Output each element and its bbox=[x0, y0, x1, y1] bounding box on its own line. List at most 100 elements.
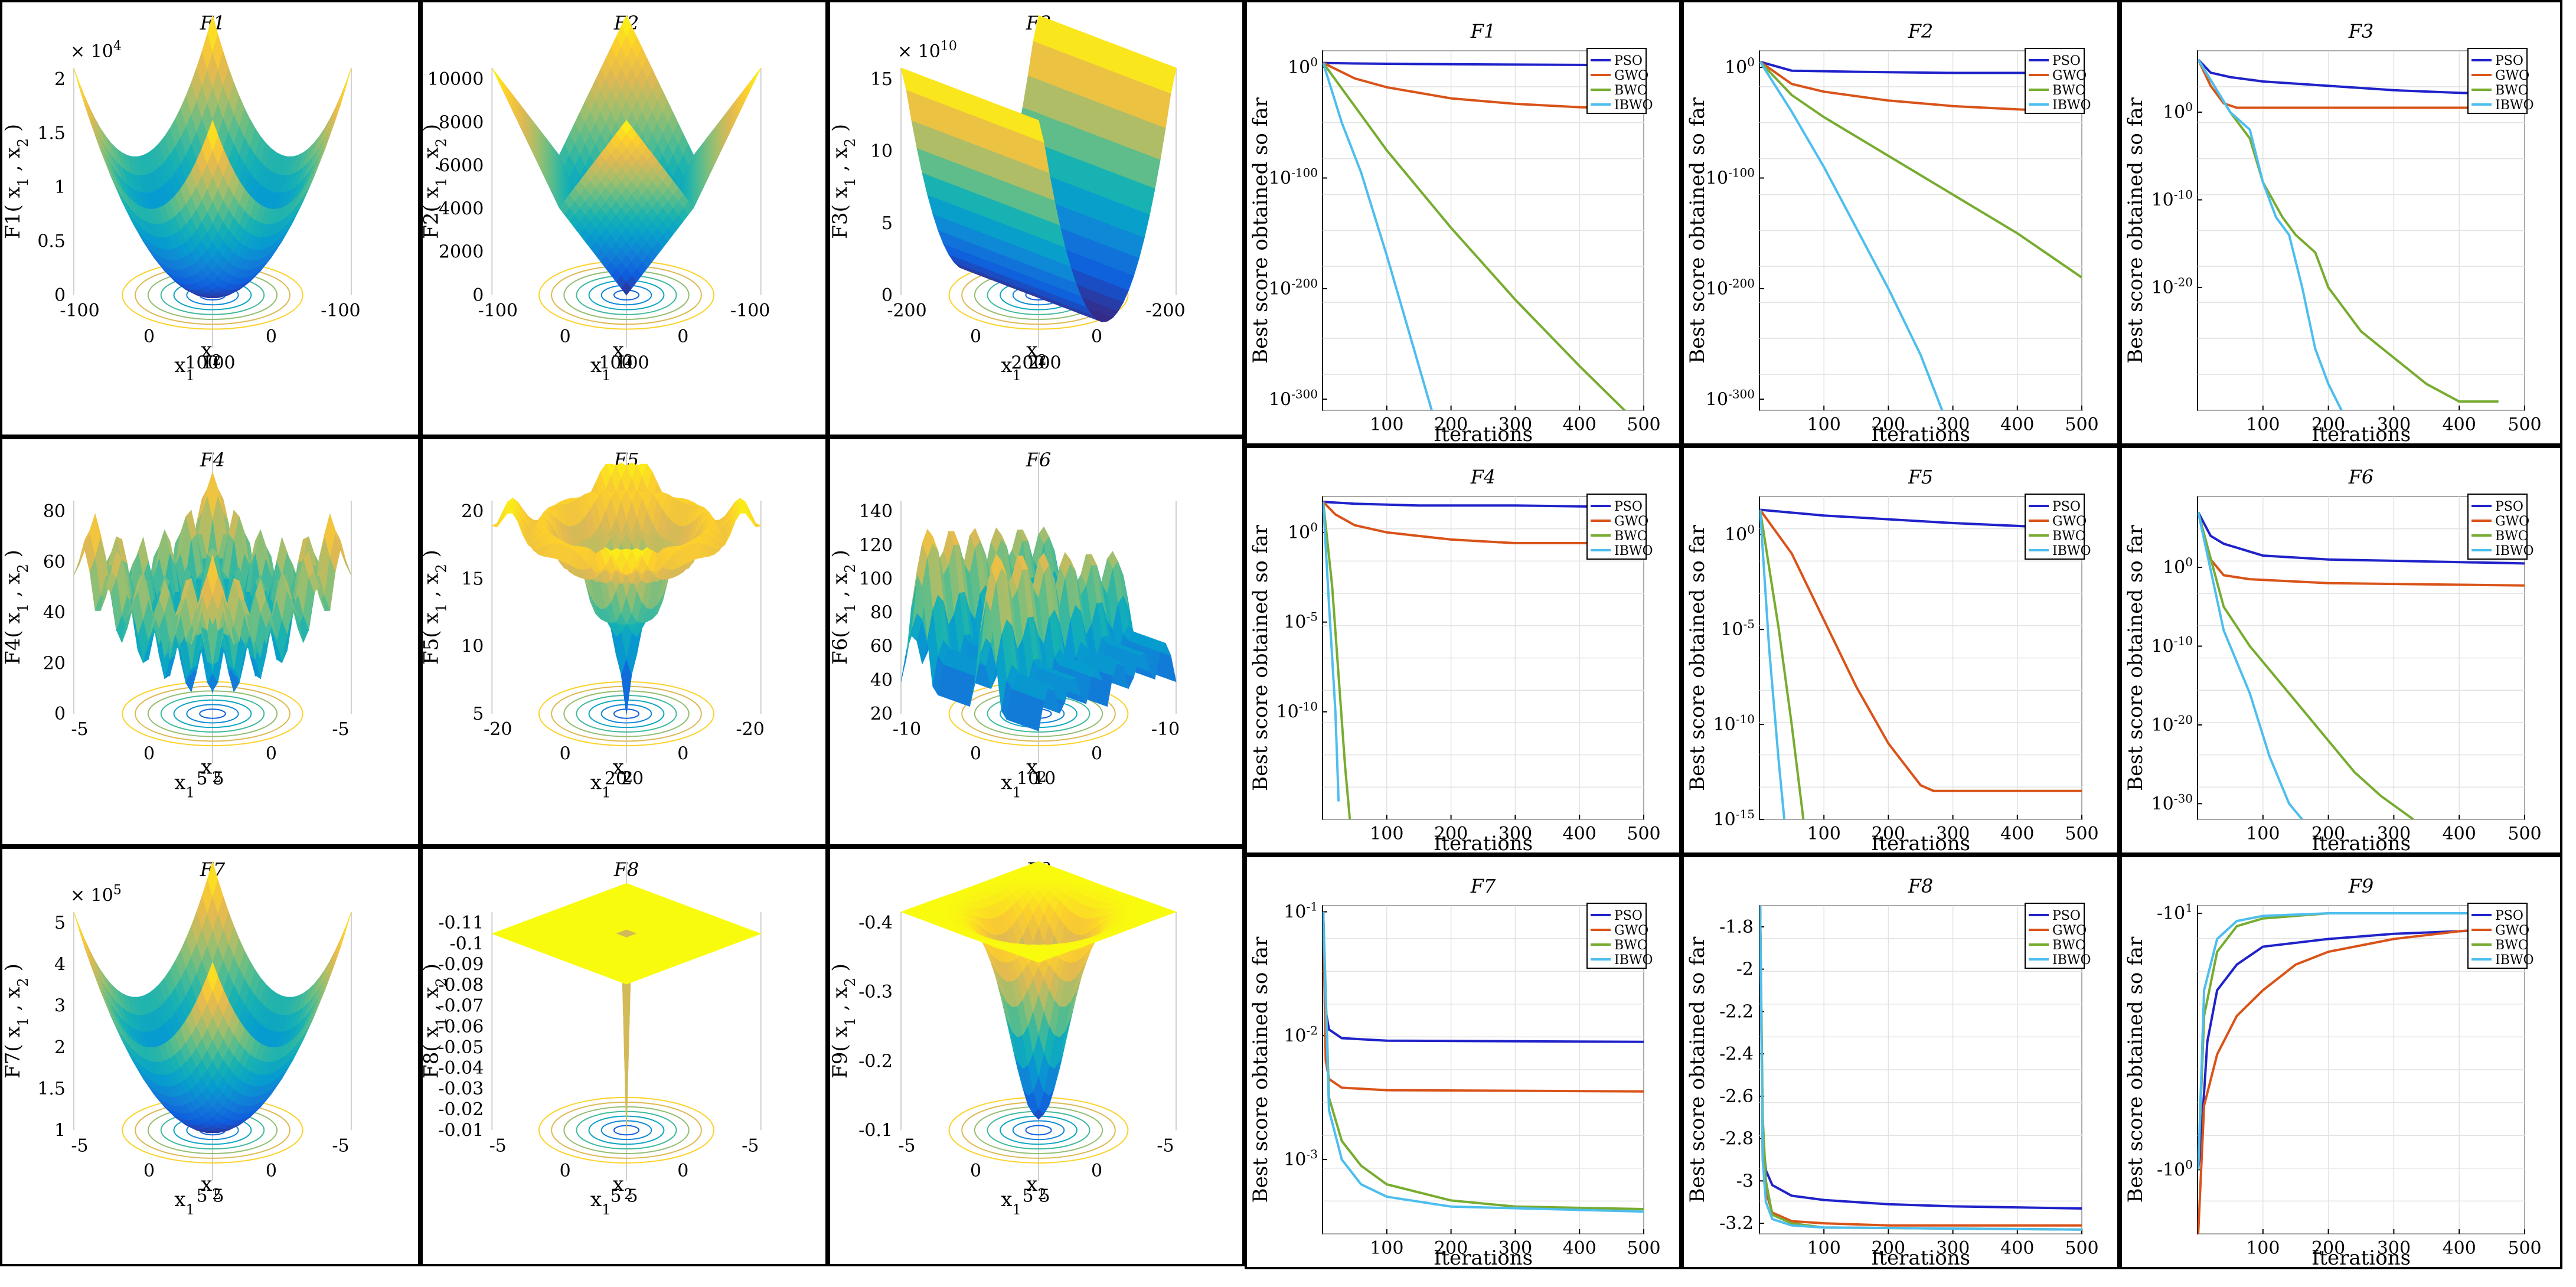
y-tick-label: -2.4 bbox=[1719, 1044, 1754, 1064]
x-axis-label: x1 bbox=[1001, 1188, 1021, 1218]
y-tick-label: -200 bbox=[1145, 300, 1185, 321]
series-line-pso bbox=[2198, 58, 2525, 96]
z-tick-label: 4 bbox=[54, 954, 66, 975]
z-tick-label: 15 bbox=[870, 69, 893, 90]
surface-mesh bbox=[900, 526, 1177, 731]
z-tick-label: 1 bbox=[54, 177, 66, 198]
series-line-ibwo bbox=[1759, 906, 2082, 1231]
z-tick-label: -0.3 bbox=[858, 982, 893, 1002]
x-tick-label: 5 bbox=[213, 768, 224, 789]
x-tick-label: 300 bbox=[1498, 414, 1532, 435]
z-tick-label: 0 bbox=[881, 285, 893, 306]
z-axis-label: F7( x1 , x2 ) bbox=[2, 963, 31, 1079]
series-line-bwo bbox=[1323, 912, 1644, 1210]
x-tick-label: 300 bbox=[2377, 1238, 2411, 1259]
series-line-gwo bbox=[1323, 912, 1644, 1093]
y-tick-label: -100 bbox=[2157, 1157, 2193, 1180]
y-tick-label: 10-300 bbox=[1706, 387, 1755, 410]
x-tick-label: 200 bbox=[1434, 1238, 1468, 1259]
y-tick-label: 0 bbox=[677, 326, 688, 347]
z-tick-label: 0 bbox=[472, 285, 484, 306]
convergence-panel-f2: F2 100 200 300 400 500 100 10-100 10-200 10-300 It… bbox=[1682, 0, 2120, 446]
x-tick-label: 200 bbox=[1434, 414, 1468, 435]
grid bbox=[1759, 905, 2082, 1234]
y-tick-label: 100 bbox=[1288, 55, 1318, 78]
grid bbox=[1323, 905, 1644, 1234]
x-tick-label: -5 bbox=[71, 1135, 88, 1156]
z-tick-label: 5 bbox=[881, 213, 893, 234]
series-line-pso bbox=[2198, 511, 2525, 565]
y-tick-label: 20 bbox=[605, 768, 627, 789]
legend-label-ibwo: IBWO bbox=[2495, 544, 2534, 558]
y-tick-label: 100 bbox=[599, 353, 632, 374]
series-line-ibwo bbox=[1759, 61, 1944, 410]
x-tick-label: -100 bbox=[478, 300, 518, 321]
z-tick-label: -0.1 bbox=[449, 933, 484, 954]
z-tick-label: 140 bbox=[859, 501, 893, 522]
x-axis-label: Iterations bbox=[1434, 832, 1533, 855]
y-axis-label: Best score obtained so far bbox=[2124, 97, 2147, 363]
legend-label-gwo: GWO bbox=[2495, 68, 2529, 83]
y-tick-label: 10-15 bbox=[1713, 807, 1755, 830]
legend-label-pso: PSO bbox=[2495, 54, 2523, 68]
chart-title: F7 bbox=[1470, 875, 1496, 897]
legend-label-bwo: BWO bbox=[2495, 938, 2529, 953]
series-line-gwo bbox=[1759, 61, 2082, 113]
legend-label-gwo: GWO bbox=[1614, 68, 1648, 83]
x-tick-label: 200 bbox=[1872, 824, 1905, 844]
series-line-gwo bbox=[1323, 61, 1644, 110]
x-tick-label: 0 bbox=[143, 326, 155, 347]
surface-mesh bbox=[491, 15, 762, 296]
x-tick-label: 300 bbox=[1936, 414, 1970, 435]
surface-panel-f4: F4 0 20 40 60 80 F4( x1 , x2 ) -5 0 5 -5 0 5 x1 x2 bbox=[0, 437, 420, 847]
legend-label-pso: PSO bbox=[1614, 54, 1643, 68]
series-line-ibwo bbox=[1323, 501, 1340, 802]
y-tick-label: 0 bbox=[677, 1161, 688, 1181]
legend-label-gwo: GWO bbox=[2052, 923, 2087, 938]
x-tick-label: 100 bbox=[1807, 414, 1841, 435]
x-tick-label: 400 bbox=[2443, 824, 2476, 844]
y-tick-label: -5 bbox=[332, 719, 349, 740]
y-tick-label: -101 bbox=[2157, 901, 2193, 924]
x-tick-label: 0 bbox=[970, 744, 981, 765]
legend-label-bwo: BWO bbox=[1614, 938, 1648, 953]
x-tick-label: 500 bbox=[1627, 414, 1660, 435]
y-tick-label: -10 bbox=[1151, 719, 1180, 740]
y-tick-label: 100 bbox=[1725, 55, 1755, 78]
x-axis-label: Iterations bbox=[1871, 1246, 1970, 1269]
x-axis-label: x1 bbox=[590, 1188, 610, 1218]
x-tick-label: 0 bbox=[560, 744, 571, 765]
y-tick-label: 100 bbox=[2163, 100, 2193, 123]
legend-label-ibwo: IBWO bbox=[1614, 98, 1653, 113]
x-tick-label: 0 bbox=[970, 1161, 981, 1181]
legend-label-gwo: GWO bbox=[2052, 514, 2087, 529]
surface-panel-f8: F8 -0.01 -0.02 -0.03 -0.04 -0.05 -0.06 -0.07 -0.… bbox=[420, 847, 828, 1266]
convergence-panel-f1: F1 100 200 300 400 500 100 10-100 10-200 10-300 It… bbox=[1245, 0, 1682, 446]
x-tick-label: 5 bbox=[1039, 1186, 1050, 1207]
y-tick-label: -5 bbox=[1157, 1135, 1174, 1156]
legend-label-pso: PSO bbox=[2052, 499, 2081, 514]
y-axis-label: Best score obtained so far bbox=[1249, 97, 1272, 363]
x-tick-label: 0 bbox=[970, 326, 981, 347]
x-axis-label: Iterations bbox=[1871, 832, 1970, 855]
z-axis-label: F6( x1 , x2 ) bbox=[830, 550, 858, 665]
grid bbox=[2198, 905, 2525, 1234]
series-line-bwo bbox=[1323, 62, 1627, 410]
chart-title: F6 bbox=[2348, 466, 2374, 488]
y-tick-label: 10-2 bbox=[1284, 1023, 1318, 1046]
z-tick-label: 120 bbox=[859, 535, 893, 556]
legend-label-gwo: GWO bbox=[2495, 923, 2529, 938]
y-axis-label: Best score obtained so far bbox=[1686, 524, 1709, 791]
legend-label-gwo: GWO bbox=[2495, 514, 2529, 529]
x-tick-label: 500 bbox=[2508, 414, 2541, 435]
x-tick-label: 100 bbox=[1370, 1238, 1403, 1259]
y-tick-label: -20 bbox=[736, 719, 765, 740]
z-tick-label: 1.5 bbox=[37, 123, 66, 144]
z-exponent-label: × 105 bbox=[70, 883, 122, 906]
surface-mesh bbox=[900, 861, 1177, 1120]
y-axis-label: Best score obtained so far bbox=[1686, 936, 1709, 1203]
